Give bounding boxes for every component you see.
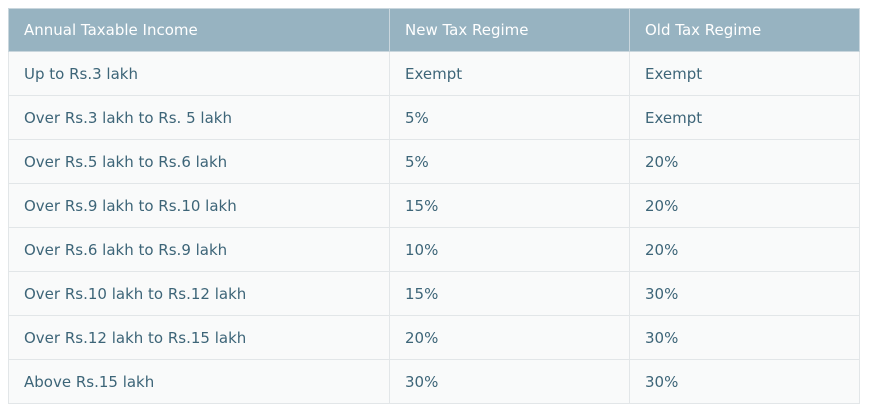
table-cell: 30% — [629, 359, 860, 404]
table-cell: 5% — [389, 95, 630, 140]
table-cell: 20% — [389, 315, 630, 360]
table-cell: 20% — [629, 183, 860, 228]
table-row: Over Rs.3 lakh to Rs. 5 lakh 5% Exempt — [8, 95, 860, 140]
table-cell: 30% — [629, 271, 860, 316]
table-row: Above Rs.15 lakh 30% 30% — [8, 359, 860, 404]
header-cell: Old Tax Regime — [629, 8, 860, 52]
table-cell: Exempt — [629, 95, 860, 140]
table-cell: Exempt — [629, 51, 860, 96]
table-row: Over Rs.5 lakh to Rs.6 lakh 5% 20% — [8, 139, 860, 184]
table-cell: Over Rs.6 lakh to Rs.9 lakh — [8, 227, 390, 272]
table-row: Up to Rs.3 lakh Exempt Exempt — [8, 51, 860, 96]
table-cell: Over Rs.10 lakh to Rs.12 lakh — [8, 271, 390, 316]
table-row: Over Rs.9 lakh to Rs.10 lakh 15% 20% — [8, 183, 860, 228]
table-cell: Over Rs.5 lakh to Rs.6 lakh — [8, 139, 390, 184]
table-cell: 15% — [389, 183, 630, 228]
table-cell: Over Rs.12 lakh to Rs.15 lakh — [8, 315, 390, 360]
table-cell: Up to Rs.3 lakh — [8, 51, 390, 96]
table-cell: 20% — [629, 227, 860, 272]
header-cell: New Tax Regime — [389, 8, 630, 52]
table-cell: 20% — [629, 139, 860, 184]
table-row: Over Rs.12 lakh to Rs.15 lakh 20% 30% — [8, 315, 860, 360]
table-cell: Over Rs.9 lakh to Rs.10 lakh — [8, 183, 390, 228]
header-cell: Annual Taxable Income — [8, 8, 390, 52]
table-cell: Above Rs.15 lakh — [8, 359, 390, 404]
table-cell: Exempt — [389, 51, 630, 96]
table-cell: 30% — [629, 315, 860, 360]
table-body: Up to Rs.3 lakh Exempt Exempt Over Rs.3 lak… — [8, 51, 860, 404]
table-cell: 10% — [389, 227, 630, 272]
table-row: Over Rs.10 lakh to Rs.12 lakh 15% 30% — [8, 271, 860, 316]
table-cell: Over Rs.3 lakh to Rs. 5 lakh — [8, 95, 390, 140]
table-cell: 15% — [389, 271, 630, 316]
header-row: Annual Taxable Income New Tax Regime Old T… — [8, 8, 860, 52]
table-cell: 30% — [389, 359, 630, 404]
tax-table: Annual Taxable Income New Tax Regime Old T… — [8, 8, 860, 404]
table-cell: 5% — [389, 139, 630, 184]
table-row: Over Rs.6 lakh to Rs.9 lakh 10% 20% — [8, 227, 860, 272]
